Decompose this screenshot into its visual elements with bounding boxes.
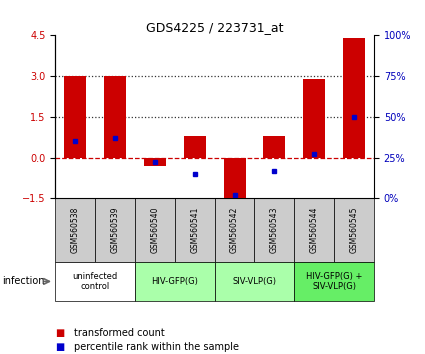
Bar — [224, 158, 246, 198]
Bar — [303, 79, 325, 158]
Bar — [294, 262, 374, 301]
Text: GSM560540: GSM560540 — [150, 207, 159, 253]
Text: GSM560544: GSM560544 — [310, 207, 319, 253]
Title: GDS4225 / 223731_at: GDS4225 / 223731_at — [146, 21, 283, 34]
Bar — [135, 198, 175, 262]
Bar — [55, 262, 135, 301]
Text: GSM560538: GSM560538 — [71, 207, 79, 253]
Text: HIV-GFP(G) +
SIV-VLP(G): HIV-GFP(G) + SIV-VLP(G) — [306, 272, 363, 291]
Text: uninfected
control: uninfected control — [73, 272, 118, 291]
Bar — [184, 136, 206, 158]
Text: percentile rank within the sample: percentile rank within the sample — [74, 342, 239, 352]
Bar — [55, 198, 95, 262]
Bar — [334, 198, 374, 262]
Bar — [294, 198, 334, 262]
Text: GSM560541: GSM560541 — [190, 207, 199, 253]
Bar — [135, 262, 215, 301]
Bar — [255, 198, 294, 262]
Text: SIV-VLP(G): SIV-VLP(G) — [232, 277, 277, 286]
Bar — [104, 76, 126, 158]
Bar — [343, 38, 365, 158]
Text: ■: ■ — [55, 342, 65, 352]
Bar — [215, 262, 294, 301]
Bar — [144, 158, 166, 166]
Text: GSM560543: GSM560543 — [270, 207, 279, 253]
Text: GSM560539: GSM560539 — [110, 207, 119, 253]
Text: GSM560545: GSM560545 — [350, 207, 359, 253]
Bar — [64, 76, 86, 158]
Text: HIV-GFP(G): HIV-GFP(G) — [151, 277, 198, 286]
Bar — [215, 198, 255, 262]
Bar — [264, 136, 285, 158]
Text: GSM560542: GSM560542 — [230, 207, 239, 253]
Text: transformed count: transformed count — [74, 328, 165, 338]
Text: infection: infection — [2, 276, 45, 286]
Text: ■: ■ — [55, 328, 65, 338]
Bar — [95, 198, 135, 262]
Bar — [175, 198, 215, 262]
